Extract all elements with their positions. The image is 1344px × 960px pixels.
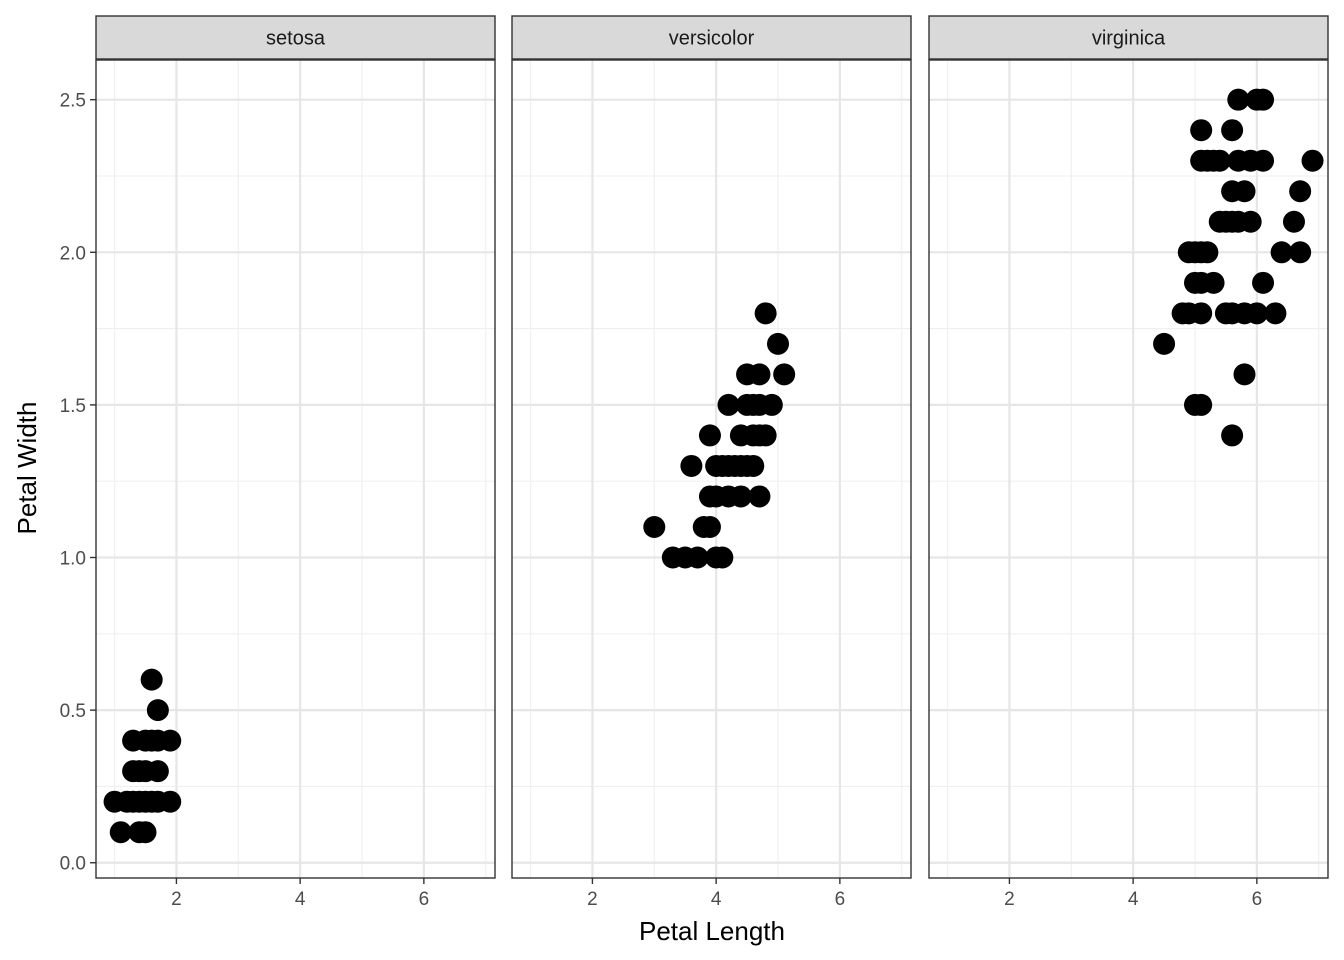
data-point <box>1252 88 1275 111</box>
x-tick-label: 6 <box>419 889 430 910</box>
data-point <box>1252 271 1275 294</box>
panel-border <box>928 59 1329 879</box>
data-point <box>711 546 734 569</box>
data-points-virginica <box>1153 88 1324 447</box>
data-point <box>1221 424 1244 447</box>
data-point <box>748 485 771 508</box>
data-point <box>643 515 666 538</box>
data-point <box>754 302 777 325</box>
panel-setosa: setosa 2 4 6 <box>95 15 496 910</box>
data-point <box>109 821 132 844</box>
x-tick-label: 4 <box>711 889 722 910</box>
data-point <box>698 515 721 538</box>
data-point <box>1190 302 1213 325</box>
strip-label: virginica <box>1092 28 1166 50</box>
y-tick-label: 0.0 <box>60 854 86 875</box>
panel-virginica: virginica 2 4 6 <box>928 15 1329 910</box>
data-point <box>159 729 182 752</box>
data-point <box>134 821 157 844</box>
y-axis-title: Petal Width <box>12 402 42 535</box>
data-point <box>1208 149 1231 172</box>
x-tick-label: 6 <box>1252 889 1263 910</box>
data-point <box>1264 302 1287 325</box>
data-point <box>1233 363 1256 386</box>
data-point <box>742 454 765 477</box>
y-tick-label: 2.0 <box>60 243 86 264</box>
data-point <box>1301 149 1324 172</box>
y-tick-label: 0.5 <box>60 701 86 722</box>
data-point <box>1289 241 1312 264</box>
x-tick-label: 2 <box>587 889 598 910</box>
data-point <box>1239 210 1262 233</box>
panel-background <box>96 60 495 878</box>
data-point <box>686 546 709 569</box>
data-point <box>1282 210 1305 233</box>
y-tick-label: 1.5 <box>60 396 86 417</box>
panel-border <box>95 59 496 879</box>
strip-background <box>928 15 1329 60</box>
data-point <box>1227 88 1250 111</box>
data-point <box>748 363 771 386</box>
strip-background <box>511 15 912 60</box>
data-point <box>717 393 740 416</box>
data-point <box>767 332 789 355</box>
data-point <box>1233 180 1256 203</box>
data-point <box>760 393 783 416</box>
data-point <box>146 699 169 722</box>
data-point <box>773 363 796 386</box>
y-tick-label: 2.5 <box>60 91 86 112</box>
y-tick-label: 1.0 <box>60 549 86 570</box>
data-point <box>1190 119 1213 142</box>
strip-label: versicolor <box>669 28 755 50</box>
data-points-setosa <box>103 668 182 844</box>
data-point <box>1252 149 1275 172</box>
data-point <box>1202 271 1225 294</box>
panels: setosa 2 4 6 versicolor 2 4 6 virginica 2 4 6 <box>95 15 1329 910</box>
data-point <box>1289 180 1312 203</box>
data-point <box>729 485 752 508</box>
data-point <box>1153 332 1176 355</box>
data-point <box>159 790 182 813</box>
x-tick-label: 2 <box>1004 889 1015 910</box>
x-tick-label: 6 <box>835 889 846 910</box>
data-point <box>146 760 169 783</box>
data-point <box>1245 302 1268 325</box>
data-point <box>1270 241 1293 264</box>
x-tick-label: 4 <box>1128 889 1139 910</box>
data-point <box>680 454 703 477</box>
data-point <box>1190 393 1213 416</box>
data-point <box>1196 241 1219 264</box>
data-point <box>698 424 721 447</box>
x-tick-label: 4 <box>295 889 306 910</box>
data-point <box>754 424 777 447</box>
data-point <box>1221 119 1244 142</box>
strip-label: setosa <box>266 28 326 50</box>
data-points-versicolor <box>643 302 796 569</box>
panel-versicolor: versicolor 2 4 6 <box>511 15 912 910</box>
x-tick-label: 2 <box>171 889 182 910</box>
strip-background <box>95 15 496 60</box>
y-axis: 0.0 0.5 1.0 1.5 2.0 2.5 <box>60 91 96 875</box>
panel-border <box>511 59 912 879</box>
data-point <box>140 668 163 691</box>
x-axis-title: Petal Length <box>639 916 785 946</box>
panel-background <box>929 60 1328 878</box>
